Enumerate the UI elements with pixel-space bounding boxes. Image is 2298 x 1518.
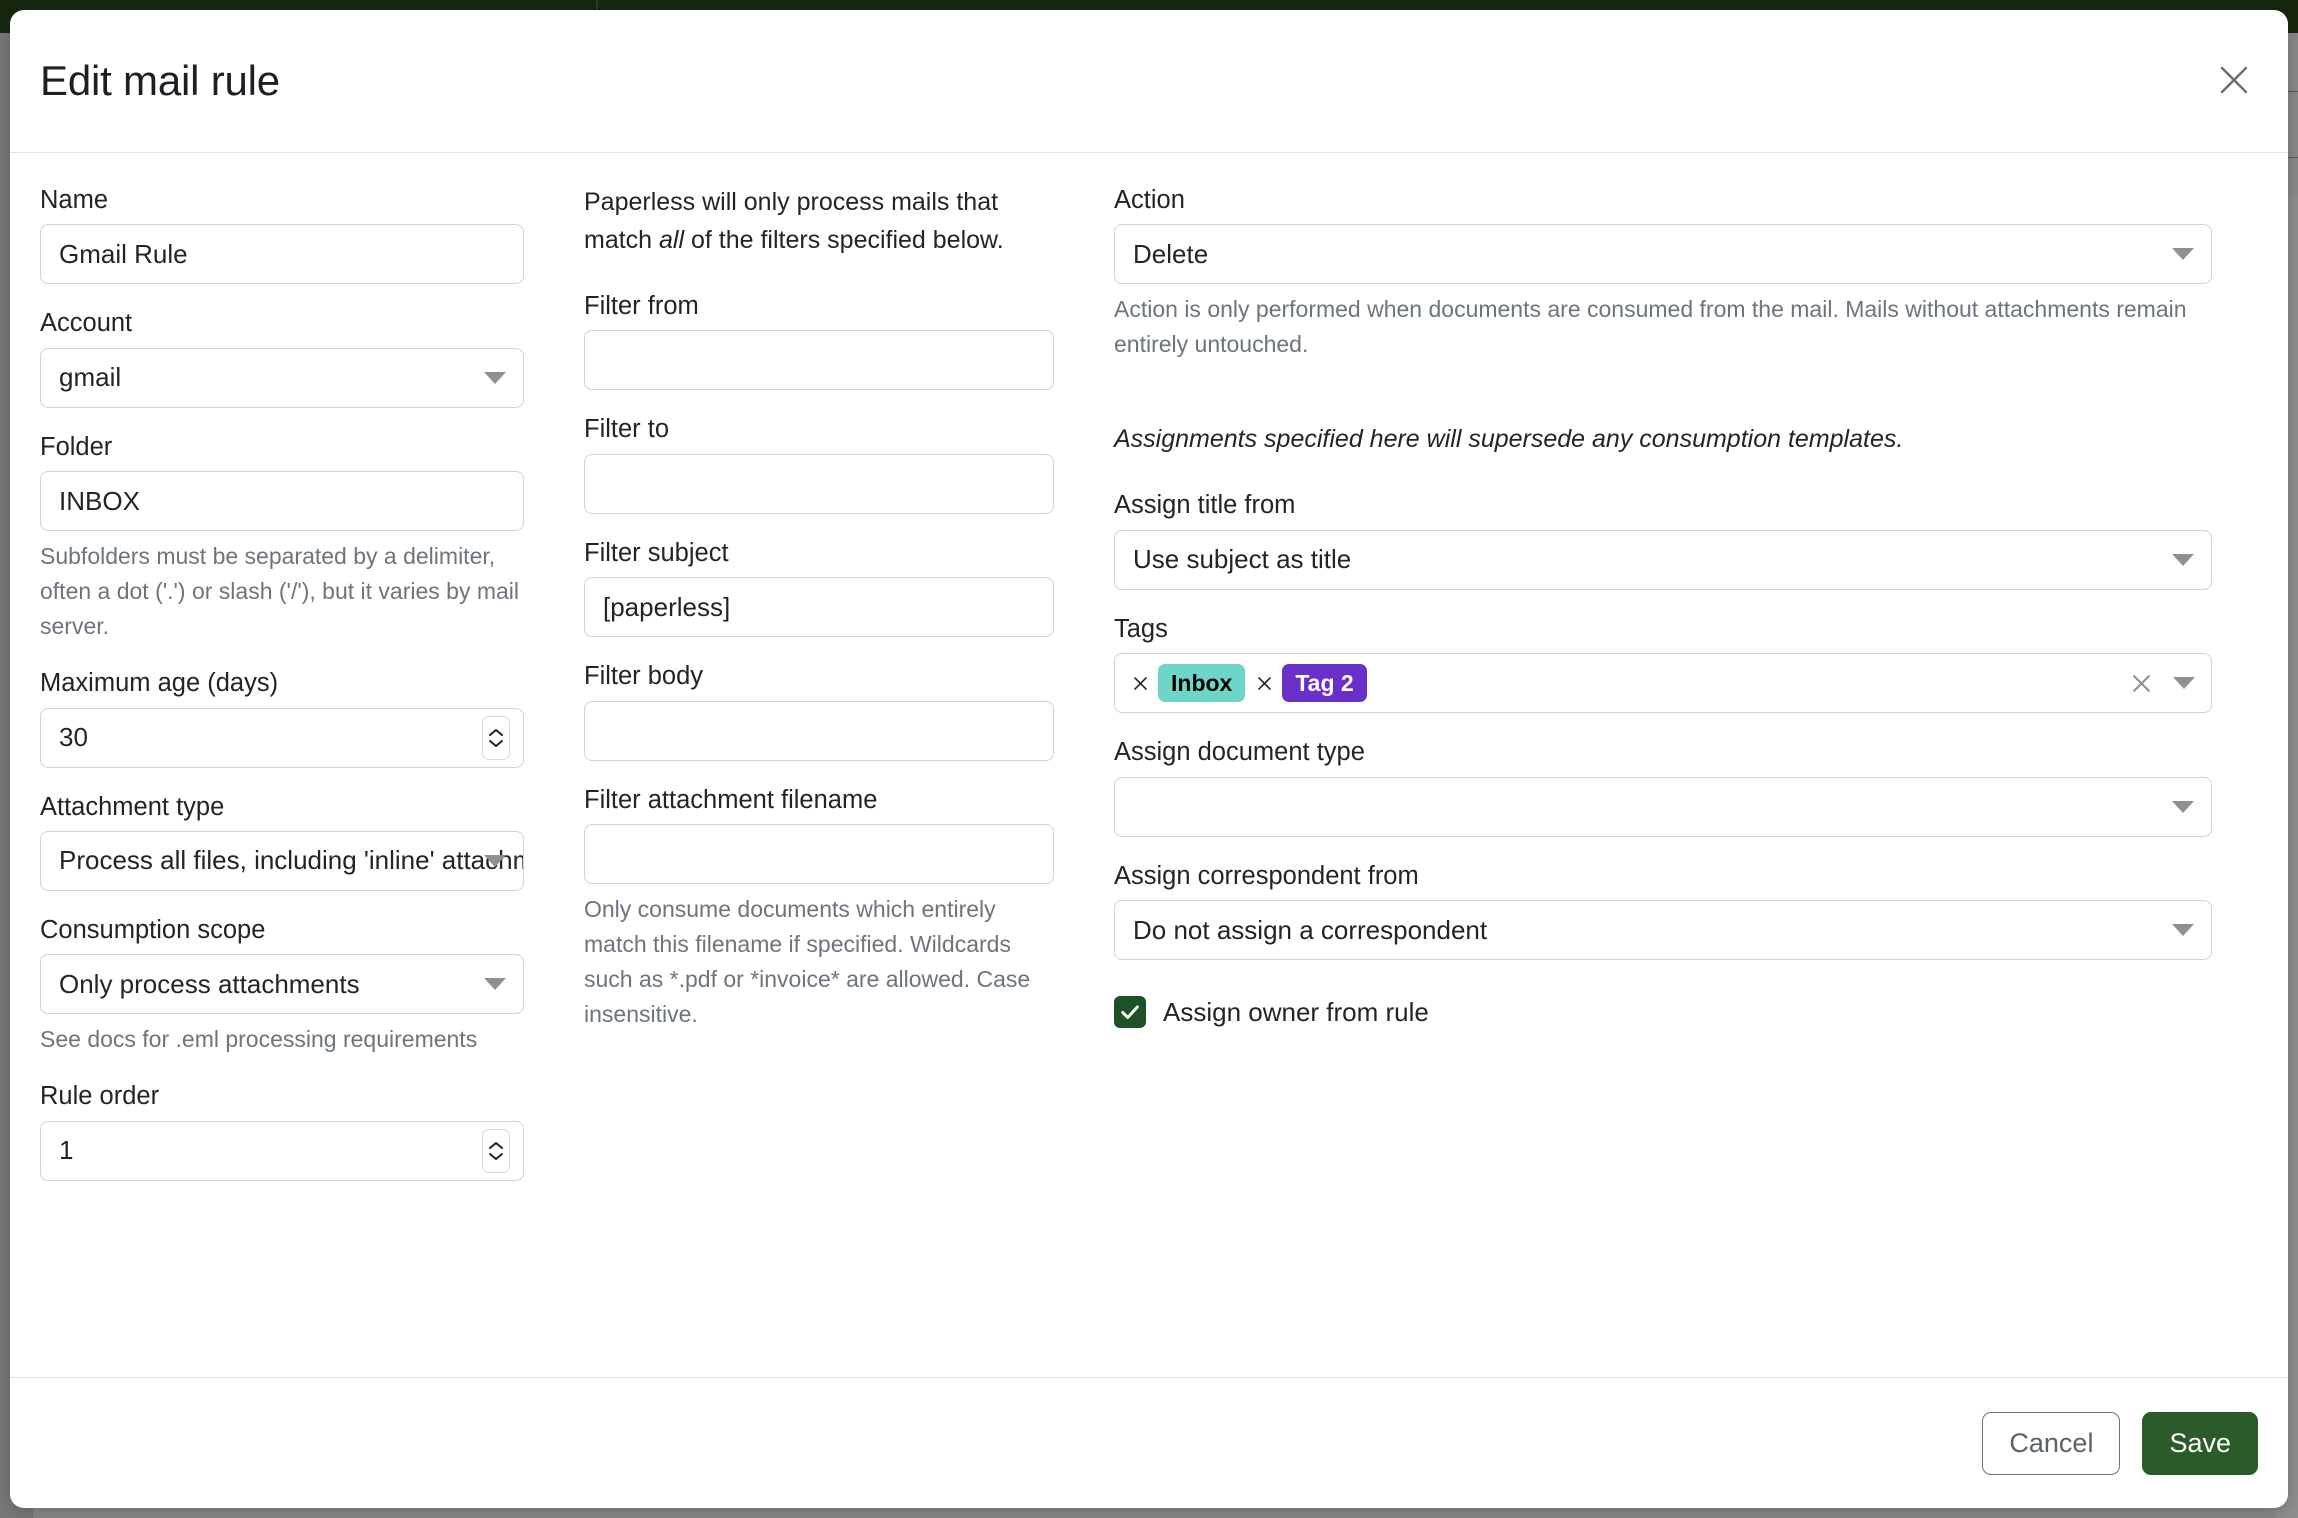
rule-order-stepper[interactable]	[482, 1128, 510, 1173]
checkbox-checked-icon[interactable]	[1114, 996, 1146, 1029]
field-filter-attachment-filename: Filter attachment filename Only consume …	[584, 783, 1054, 1032]
field-action: Action Delete Action is only performed w…	[1114, 183, 2212, 362]
filters-intro-emphasis: all	[659, 226, 685, 254]
filter-body-label: Filter body	[584, 662, 704, 691]
settings-column-right: Action Delete Action is only performed w…	[1100, 183, 2258, 1377]
chevron-down-icon[interactable]	[2173, 677, 2195, 690]
account-select[interactable]: gmail	[40, 347, 524, 408]
folder-label: Folder	[40, 432, 113, 461]
consumption-scope-label: Consumption scope	[40, 915, 266, 944]
close-icon	[2216, 62, 2252, 101]
chevron-down-icon[interactable]	[487, 738, 505, 749]
settings-column-left: Name Account gmail Folder Subfolders mus…	[40, 183, 570, 1377]
name-input[interactable]	[40, 224, 524, 285]
field-folder: Folder Subfolders must be separated by a…	[40, 430, 524, 644]
maximum-age-label: Maximum age (days)	[40, 669, 279, 698]
assign-document-type-select[interactable]	[1114, 776, 2212, 837]
field-filter-subject: Filter subject	[584, 536, 1054, 638]
rule-order-label: Rule order	[40, 1082, 160, 1111]
assignments-note: Assignments specified here will supersed…	[1114, 425, 1904, 454]
action-help-text: Action is only performed when documents …	[1114, 296, 2187, 358]
cancel-button[interactable]: Cancel	[1982, 1411, 2121, 1475]
assign-correspondent-from-select[interactable]: Do not assign a correspondent	[1114, 900, 2212, 961]
filter-subject-input[interactable]	[584, 577, 1054, 638]
filter-to-input[interactable]	[584, 453, 1054, 514]
field-assign-title-from: Assign title from Use subject as title	[1114, 488, 2212, 590]
clear-tags-icon[interactable]	[2127, 669, 2155, 697]
field-maximum-age: Maximum age (days)	[40, 666, 524, 768]
tag-item: Inbox	[1125, 664, 1246, 703]
attachment-type-select[interactable]: Process all files, including 'inline' at…	[40, 830, 524, 891]
field-tags: Tags Inbox Tag 2	[1114, 612, 2212, 714]
field-filter-from: Filter from	[584, 289, 1054, 391]
chevron-down-icon[interactable]	[487, 1151, 505, 1162]
field-consumption-scope: Consumption scope Only process attachmen…	[40, 913, 524, 1057]
assign-title-from-select[interactable]: Use subject as title	[1114, 529, 2212, 590]
field-rule-order: Rule order	[40, 1079, 524, 1181]
dialog-header: Edit mail rule	[10, 10, 2288, 153]
tags-label: Tags	[1114, 614, 1168, 643]
page-title: Edit mail rule	[40, 57, 280, 104]
field-assign-correspondent-from: Assign correspondent from Do not assign …	[1114, 859, 2212, 961]
settings-column-middle: Paperless will only process mails that m…	[570, 183, 1100, 1377]
remove-tag-icon[interactable]	[1125, 668, 1155, 698]
dialog-footer: Cancel Save	[10, 1377, 2288, 1508]
field-filter-to: Filter to	[584, 412, 1054, 514]
maximum-age-stepper[interactable]	[482, 715, 510, 760]
filter-to-label: Filter to	[584, 415, 670, 444]
assign-owner-from-rule-checkbox[interactable]: Assign owner from rule	[1114, 996, 2212, 1029]
field-assign-document-type: Assign document type	[1114, 735, 2212, 837]
tags-input[interactable]: Inbox Tag 2	[1114, 653, 2212, 714]
filter-attachment-filename-help-text: Only consume documents which entirely ma…	[584, 896, 1031, 1027]
filter-body-input[interactable]	[584, 700, 1054, 761]
field-account: Account gmail	[40, 306, 524, 408]
filter-from-label: Filter from	[584, 292, 699, 320]
filter-attachment-filename-label: Filter attachment filename	[584, 785, 878, 814]
consumption-scope-select[interactable]: Only process attachments	[40, 954, 524, 1015]
filters-intro-after: of the filters specified below.	[684, 226, 1004, 254]
field-filter-body: Filter body	[584, 659, 1054, 761]
filter-subject-label: Filter subject	[584, 538, 729, 567]
action-select[interactable]: Delete	[1114, 224, 2212, 285]
tag-item: Tag 2	[1249, 664, 1367, 703]
filters-intro-text: Paperless will only process mails that m…	[584, 183, 1054, 259]
tag-chip-inbox[interactable]: Inbox	[1158, 664, 1246, 703]
assign-title-from-label: Assign title from	[1114, 491, 1296, 520]
assign-owner-from-rule-label: Assign owner from rule	[1163, 996, 1429, 1027]
assign-correspondent-from-label: Assign correspondent from	[1114, 861, 1419, 890]
tags-actions	[2127, 669, 2195, 697]
account-label: Account	[40, 309, 133, 338]
tag-chip-tag-2[interactable]: Tag 2	[1282, 664, 1367, 703]
action-label: Action	[1114, 186, 1185, 214]
dialog-body: Name Account gmail Folder Subfolders mus…	[10, 153, 2288, 1377]
edit-mail-rule-dialog: Edit mail rule Name Account gmail	[10, 10, 2288, 1508]
consumption-scope-help-text: See docs for .eml processing requirement…	[40, 1026, 478, 1053]
name-label: Name	[40, 186, 109, 214]
save-button[interactable]: Save	[2142, 1411, 2258, 1475]
chevron-up-icon[interactable]	[487, 1140, 505, 1151]
attachment-type-label: Attachment type	[40, 792, 225, 821]
rule-order-input[interactable]	[40, 1120, 524, 1181]
field-name: Name	[40, 183, 524, 285]
close-button[interactable]	[2206, 53, 2262, 109]
folder-input[interactable]	[40, 471, 524, 532]
filter-from-input[interactable]	[584, 330, 1054, 391]
maximum-age-input[interactable]	[40, 707, 524, 768]
remove-tag-icon[interactable]	[1249, 668, 1279, 698]
field-attachment-type: Attachment type Process all files, inclu…	[40, 790, 524, 891]
filter-attachment-filename-input[interactable]	[584, 824, 1054, 885]
assign-document-type-label: Assign document type	[1114, 738, 1365, 767]
filters-intro-before: Paperless will only process mails that m…	[584, 188, 999, 254]
chevron-up-icon[interactable]	[487, 727, 505, 738]
folder-help-text: Subfolders must be separated by a delimi…	[40, 543, 520, 640]
